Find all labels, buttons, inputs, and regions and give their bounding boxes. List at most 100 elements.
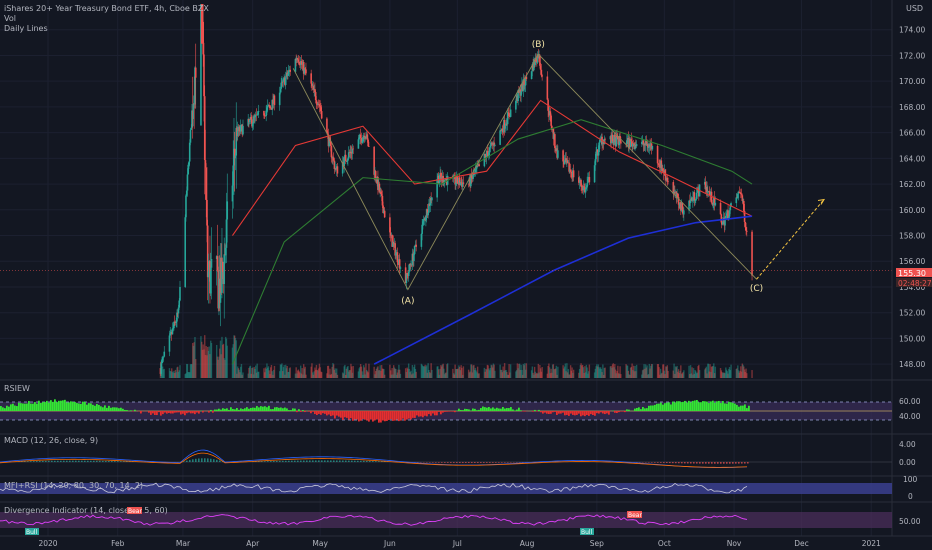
candle-body [251, 123, 254, 127]
candle-body [204, 160, 207, 168]
volume-bar [170, 371, 172, 378]
volume-bar [456, 369, 459, 378]
volume-bar [505, 370, 507, 378]
price-axis[interactable]: USD 174.00 172.00 170.00 168.00 166.00 164.00… [899, 4, 925, 369]
macd-hist-bar [708, 462, 710, 464]
rsiew-bar [470, 410, 472, 411]
volume-bar [163, 368, 165, 378]
candle-body [504, 125, 507, 129]
volume-bar [472, 365, 474, 378]
candle-body [515, 100, 517, 110]
divergence-legend[interactable]: Divergence Indicator (14, close, 5, 5, 6… [4, 506, 168, 515]
rsiew-bar [106, 407, 108, 411]
candle-body [380, 191, 382, 195]
rsiew-bar [380, 411, 382, 423]
bull-badge-label: Bull [581, 529, 593, 536]
volume-bar [500, 369, 503, 378]
rsiew-pane[interactable] [0, 399, 892, 423]
candle-body [688, 200, 690, 211]
volume-bar [521, 374, 524, 378]
macd-hist-bar [312, 460, 314, 462]
time-tick: 2021 [862, 539, 881, 548]
macd-hist-bar [216, 459, 218, 462]
rsiew-bar [160, 411, 162, 416]
volume-bar [596, 364, 598, 378]
volume-bar [532, 372, 534, 378]
candle-body [310, 73, 312, 84]
rsiew-legend[interactable]: RSIEW [4, 384, 30, 393]
rsiew-bar [454, 411, 456, 413]
rsiew-bar [502, 407, 504, 411]
candle-body [525, 76, 528, 80]
divergence-pane[interactable] [0, 512, 892, 528]
candle-body [173, 321, 176, 323]
mfi-rsi-pane[interactable] [0, 482, 892, 494]
volume-bar [279, 364, 282, 378]
chart-title[interactable]: iShares 20+ Year Treasury Bond ETF, 4h, … [4, 4, 209, 13]
volume-bar [216, 356, 219, 378]
candle-body [173, 321, 175, 329]
rsiew-bar [210, 409, 212, 411]
volume-bar [316, 369, 318, 378]
volume-bar [267, 367, 269, 378]
macd-pane[interactable] [0, 449, 892, 468]
rsiew-bar [42, 401, 44, 411]
candle-body [725, 213, 728, 216]
candle-body [436, 179, 438, 198]
volume-bar [422, 365, 424, 378]
time-tick: Sep [590, 539, 604, 548]
macd-hist-bar [195, 458, 197, 462]
time-axis[interactable]: 2020 Feb Mar Apr May Jun Jul Aug Sep Oct Nov Dec 202… [38, 539, 881, 548]
rsiew-bar [246, 407, 248, 411]
volume-bar [280, 364, 282, 378]
volume-bar [443, 368, 445, 378]
volume-bar [626, 365, 628, 378]
rsiew-bar [658, 403, 660, 411]
vol-legend[interactable]: Vol [4, 14, 16, 23]
rsiew-bar [582, 411, 584, 416]
macd-hist-bar [330, 460, 332, 462]
rsiew-bar [92, 404, 94, 411]
volume-bar [303, 368, 306, 378]
candle-body [394, 243, 396, 256]
volume-bar [519, 369, 522, 378]
volume-bar [627, 370, 630, 378]
rsiew-bar [384, 411, 386, 422]
macd-hist-bar [291, 460, 293, 462]
volume-bar [452, 368, 454, 378]
daily-lines-legend[interactable]: Daily Lines [4, 24, 48, 33]
volume-bar [176, 367, 178, 378]
volume-bar [398, 364, 400, 378]
macd-hist-bar [57, 460, 59, 462]
candle-body [503, 120, 506, 129]
volume-bar [391, 368, 393, 378]
volume-bar [531, 366, 534, 378]
rsiew-bar [302, 410, 304, 411]
candle-body [223, 254, 226, 284]
rsiew-bar [164, 411, 166, 413]
volume-bar [270, 364, 273, 378]
volume-bar [596, 366, 599, 378]
rsiew-bar [578, 411, 580, 414]
volume-bar [549, 373, 552, 378]
mfi-legend[interactable]: MFI+RSI (14, 20, 80, 30, 70, 14, 2) [4, 481, 143, 490]
macd-hist-bar [648, 462, 650, 463]
volume-bar [585, 364, 588, 378]
macd-hist-bar [345, 460, 347, 462]
rsiew-bar [534, 409, 536, 411]
volume-bar [751, 370, 753, 378]
macd-hist-bar [84, 460, 86, 462]
macd-legend[interactable]: MACD (12, 26, close, 9) [4, 436, 98, 445]
rsiew-bar [228, 409, 230, 411]
macd-hist-bar [486, 462, 488, 463]
volume-bar [647, 374, 649, 378]
macd-hist-bar [63, 460, 65, 462]
rsiew-bar [520, 410, 522, 411]
volume-bar [359, 366, 361, 378]
rsiew-bar [510, 407, 512, 411]
volume-bar [692, 368, 695, 378]
divergence-osc-line [0, 514, 748, 526]
volume-bar [438, 374, 441, 378]
candle-body [672, 182, 675, 194]
